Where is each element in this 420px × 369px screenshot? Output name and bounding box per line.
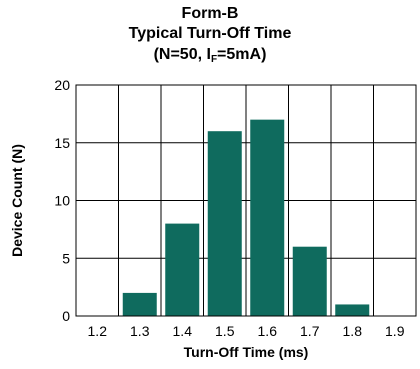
y-tick-label: 15 (54, 135, 70, 151)
y-tick-label: 10 (54, 193, 70, 209)
bar-1.3 (122, 292, 157, 316)
plot-frame (75, 84, 417, 317)
y-tick-label: 20 (54, 77, 70, 93)
x-tick-label: 1.6 (258, 323, 278, 339)
chart-subtitle: Typical Turn-Off Time (128, 25, 292, 42)
x-axis-title: Turn-Off Time (ms) (184, 344, 309, 360)
y-tick-label: 0 (62, 308, 70, 324)
bar-1.4 (165, 223, 200, 316)
tick-labels: 1.2 1.3 1.4 1.5 1.6 1.7 1.8 1.9 0 5 10 15 20 (54, 77, 404, 339)
x-tick-label: 1.7 (300, 323, 320, 339)
bar-1.5 (207, 131, 242, 316)
bar-1.7 (292, 246, 327, 316)
x-tick-label: 1.2 (88, 323, 108, 339)
x-tick-label: 1.9 (385, 323, 405, 339)
x-tick-label: 1.8 (343, 323, 363, 339)
grid (76, 85, 416, 316)
x-tick-label: 1.5 (215, 323, 235, 339)
chart-condition: (N=50, IF=5mA) (0, 45, 420, 70)
bar-1.6 (250, 119, 285, 317)
condition-prefix: (N=50, I (153, 46, 211, 63)
x-tick-label: 1.3 (130, 323, 150, 339)
x-tick-label: 1.4 (173, 323, 193, 339)
bar-1.8 (335, 304, 370, 316)
y-axis-title: Device Count (N) (9, 144, 25, 257)
condition-subscript: F (210, 54, 218, 65)
bars (122, 119, 370, 317)
condition-suffix: =5mA) (217, 46, 267, 63)
y-tick-label: 5 (62, 250, 70, 266)
chart-title: Form-B (181, 5, 239, 22)
